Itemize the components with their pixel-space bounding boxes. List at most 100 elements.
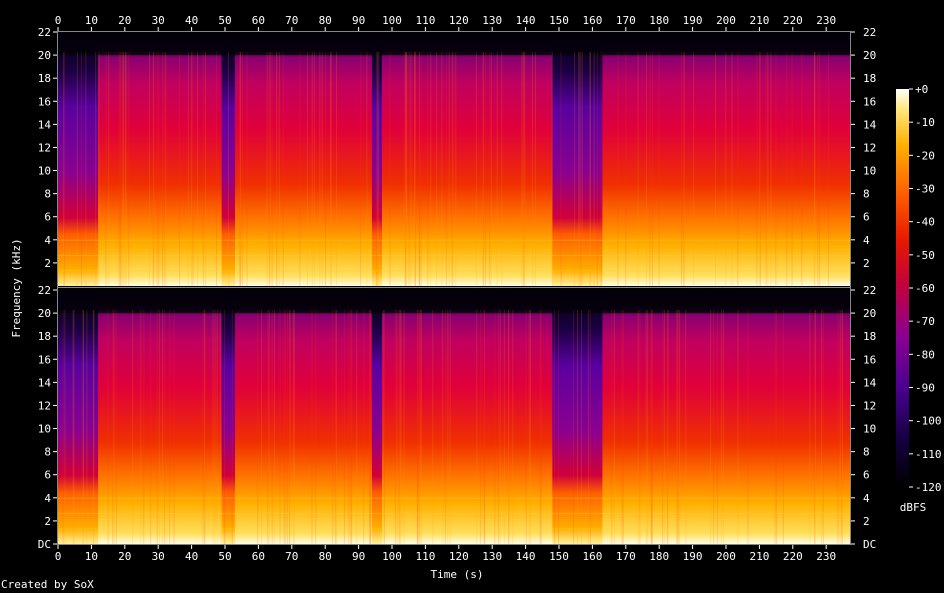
x-tick-label-bottom: 190 xyxy=(683,550,703,563)
y-tick-label-right: 18 xyxy=(863,72,876,85)
y-tick-label-right: 6 xyxy=(863,469,870,482)
x-tick-label-top: 30 xyxy=(152,14,165,27)
x-tick-label-top: 90 xyxy=(352,14,365,27)
x-tick-label-bottom: 0 xyxy=(55,550,62,563)
y-tick-label-left: 14 xyxy=(38,118,52,131)
x-tick-label-bottom: 230 xyxy=(816,550,836,563)
colorbar-tick-label: -110 xyxy=(915,448,942,461)
y-tick-label-left: 2 xyxy=(44,515,51,528)
x-tick-label-bottom: 180 xyxy=(649,550,669,563)
x-tick-label-top: 140 xyxy=(516,14,536,27)
x-tick-label-top: 60 xyxy=(252,14,265,27)
y-tick-label-left: 22 xyxy=(38,26,51,39)
colorbar-tick-label: -70 xyxy=(915,315,935,328)
colorbar-label: dBFS xyxy=(900,501,927,514)
y-tick-label-right: 14 xyxy=(863,118,877,131)
colorbar-tick-label: -40 xyxy=(915,216,935,229)
y-tick-label-right: 22 xyxy=(863,26,876,39)
x-tick-label-top: 80 xyxy=(319,14,332,27)
x-tick-label-bottom: 150 xyxy=(549,550,569,563)
y-tick-label-left: 22 xyxy=(38,284,51,297)
y-tick-label-left: 8 xyxy=(44,446,51,459)
y-tick-label-left: 10 xyxy=(38,423,51,436)
x-tick-label-bottom: 200 xyxy=(716,550,736,563)
y-tick-label-right: 22 xyxy=(863,284,876,297)
y-tick-label-left: 12 xyxy=(38,141,51,154)
quiet-segment xyxy=(552,290,603,544)
colorbar-tick-label: -30 xyxy=(915,183,935,196)
y-tick-label-left: DC xyxy=(38,538,51,551)
x-tick-label-bottom: 130 xyxy=(482,550,502,563)
x-axis-ticks: 0 0 10 10 20 20 30 30 40 40 50 50 60 60 70 70 80 80 90 90 10… xyxy=(55,14,836,563)
x-tick-label-bottom: 40 xyxy=(185,550,198,563)
x-tick-label-top: 180 xyxy=(649,14,669,27)
y-tick-label-left: 12 xyxy=(38,399,51,412)
y-tick-label-left: 8 xyxy=(44,188,51,201)
quiet-segment xyxy=(58,290,99,544)
quiet-segment xyxy=(221,290,236,544)
quiet-segment xyxy=(221,32,236,286)
channel-1-quiet-segments xyxy=(58,32,850,286)
colorbar-tick-label: -20 xyxy=(915,149,935,162)
x-tick-label-top: 110 xyxy=(415,14,435,27)
bandlimit-region xyxy=(58,32,850,56)
y-tick-label-right: 10 xyxy=(863,423,876,436)
x-tick-label-bottom: 50 xyxy=(218,550,231,563)
y-tick-label-left: 16 xyxy=(38,95,51,108)
colorbar-tick-label: -90 xyxy=(915,382,935,395)
x-tick-label-top: 200 xyxy=(716,14,736,27)
x-tick-label-bottom: 70 xyxy=(285,550,298,563)
y-tick-label-right: 8 xyxy=(863,188,870,201)
quiet-segment xyxy=(58,32,99,286)
x-axis-label: Time (s) xyxy=(431,568,484,581)
x-tick-label-top: 190 xyxy=(683,14,703,27)
y-tick-label-right: DC xyxy=(863,538,876,551)
x-tick-label-top: 100 xyxy=(382,14,402,27)
channel-2-streaks xyxy=(58,310,850,544)
quiet-segment xyxy=(371,290,382,544)
colorbar-ticks: +0 -10 -20 -30 -40 -50 -60 -70 -80 -90 -100 -110 -12… xyxy=(909,83,942,494)
y-tick-label-left: 6 xyxy=(44,469,51,482)
y-tick-label-right: 20 xyxy=(863,49,876,62)
bandlimit-region xyxy=(58,290,850,314)
x-tick-label-top: 160 xyxy=(582,14,602,27)
y-tick-label-right: 12 xyxy=(863,141,876,154)
channel-1-background xyxy=(58,32,850,286)
x-tick-label-top: 10 xyxy=(85,14,98,27)
y-tick-label-right: 8 xyxy=(863,446,870,459)
y-tick-label-left: 20 xyxy=(38,49,51,62)
x-tick-label-top: 150 xyxy=(549,14,569,27)
x-tick-label-bottom: 210 xyxy=(749,550,769,563)
channel-2-quiet-segments xyxy=(58,290,850,544)
channel-2-background xyxy=(58,290,850,544)
x-tick-label-bottom: 140 xyxy=(516,550,536,563)
y-tick-label-right: 10 xyxy=(863,165,876,178)
x-tick-label-top: 170 xyxy=(616,14,636,27)
x-tick-label-bottom: 110 xyxy=(415,550,435,563)
y-tick-label-left: 20 xyxy=(38,307,51,320)
channel-2-spectrogram xyxy=(58,290,850,544)
y-tick-label-left: 6 xyxy=(44,211,51,224)
x-tick-label-top: 210 xyxy=(749,14,769,27)
y-tick-label-left: 14 xyxy=(38,376,52,389)
x-tick-label-top: 20 xyxy=(118,14,131,27)
x-tick-label-bottom: 170 xyxy=(616,550,636,563)
x-tick-label-top: 0 xyxy=(55,14,62,27)
x-tick-label-top: 70 xyxy=(285,14,298,27)
sox-credit: Created by SoX xyxy=(1,578,94,591)
y-tick-label-right: 16 xyxy=(863,353,876,366)
channel-1-streaks xyxy=(58,52,850,286)
colorbar-tick-label: -120 xyxy=(915,481,942,494)
x-tick-label-top: 230 xyxy=(816,14,836,27)
quiet-segment xyxy=(371,32,382,286)
y-tick-label-right: 16 xyxy=(863,95,876,108)
x-tick-label-bottom: 20 xyxy=(118,550,131,563)
y-tick-label-left: 16 xyxy=(38,353,51,366)
y-tick-label-left: 18 xyxy=(38,330,51,343)
colorbar-tick-label: +0 xyxy=(915,83,928,96)
plot-frame xyxy=(57,31,851,545)
colorbar-tick-label: -50 xyxy=(915,249,935,262)
colorbar-gradient xyxy=(896,89,909,487)
y-tick-label-right: 14 xyxy=(863,376,877,389)
